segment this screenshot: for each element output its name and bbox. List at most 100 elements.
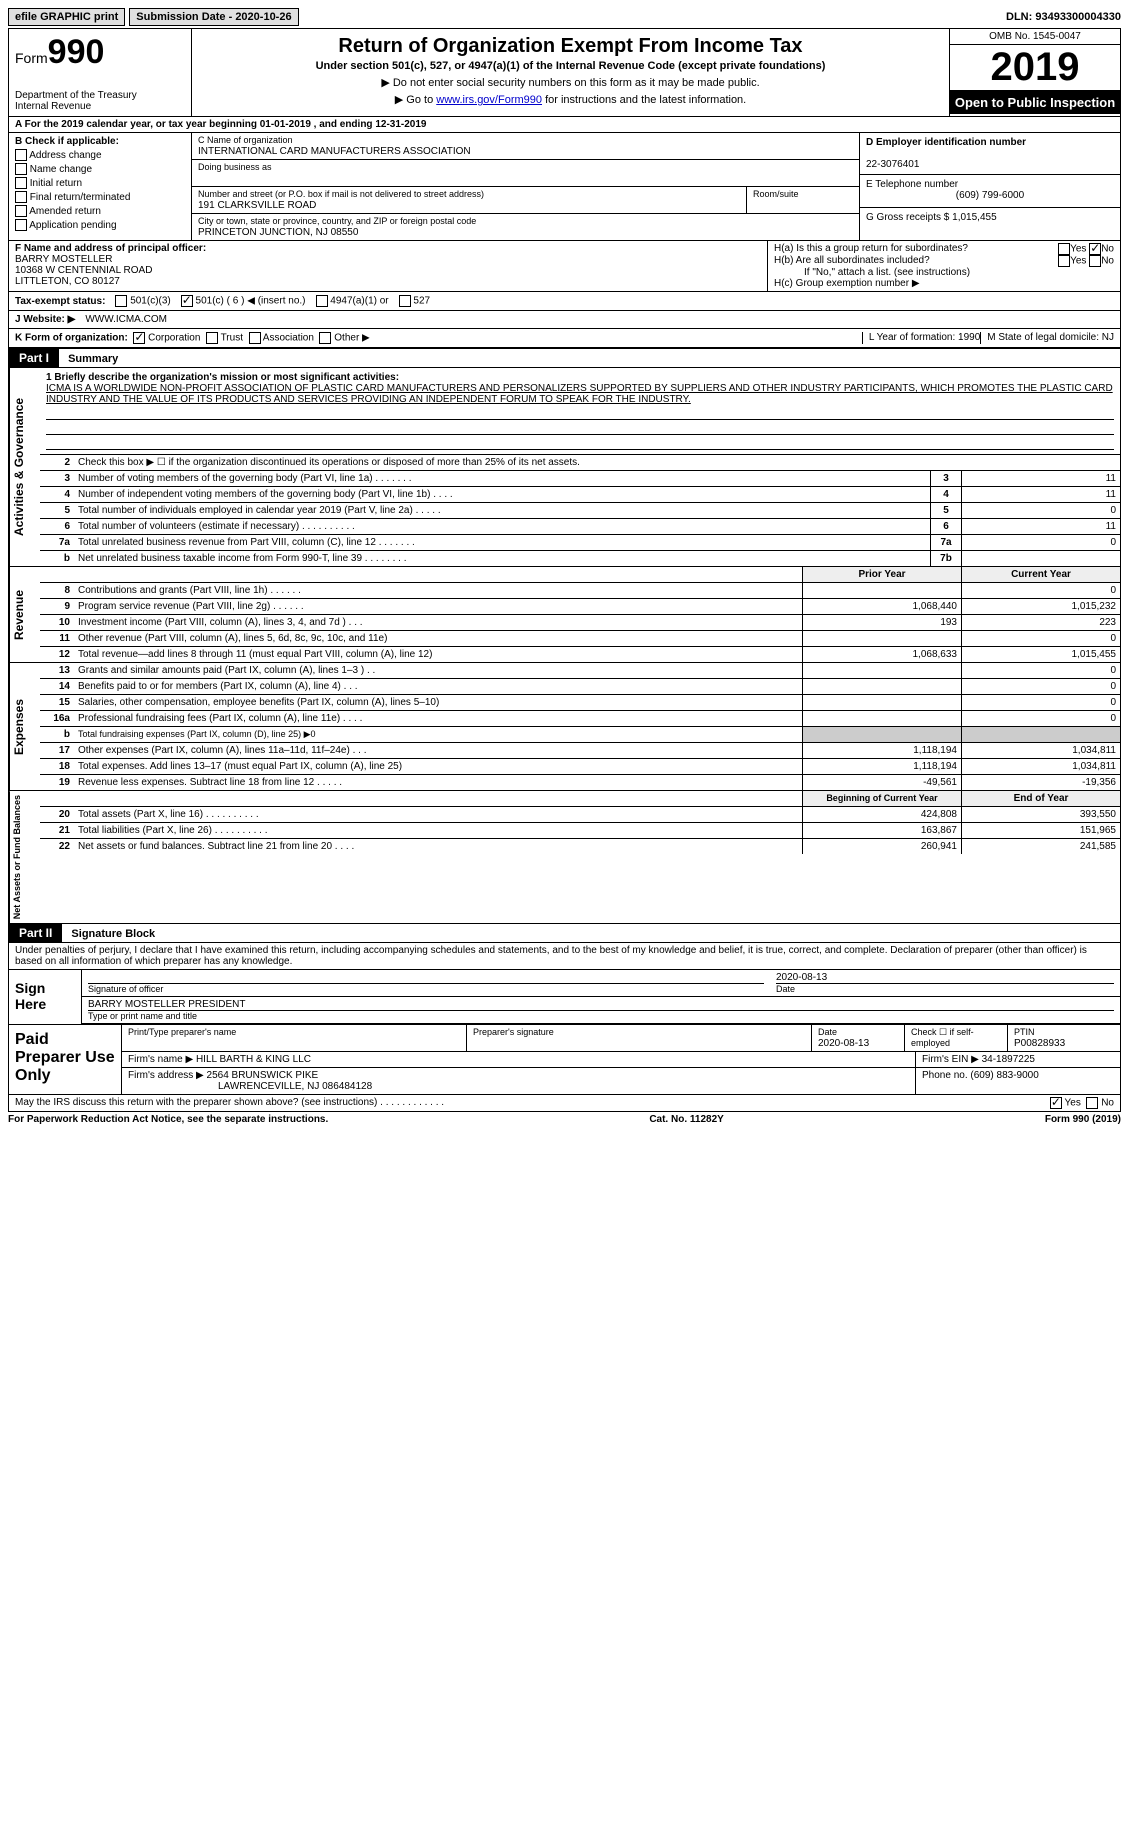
line-2: Check this box ▶ ☐ if the organization d… bbox=[74, 455, 1120, 470]
cb-address-label: Address change bbox=[29, 150, 101, 161]
cb-trust[interactable] bbox=[206, 332, 218, 344]
line-17-text: Other expenses (Part IX, column (A), lin… bbox=[74, 743, 802, 758]
line-4-val: 11 bbox=[961, 487, 1120, 502]
instr-2: ▶ Go to www.irs.gov/Form990 for instruct… bbox=[198, 93, 943, 106]
form-subtitle: Under section 501(c), 527, or 4947(a)(1)… bbox=[198, 60, 943, 72]
vtab-expenses: Expenses bbox=[9, 663, 40, 790]
line-18-cur: 1,034,811 bbox=[961, 759, 1120, 774]
instructions-link[interactable]: www.irs.gov/Form990 bbox=[436, 94, 542, 106]
paid-preparer-block: Paid Preparer Use Only Print/Type prepar… bbox=[9, 1024, 1120, 1094]
org-name: INTERNATIONAL CARD MANUFACTURERS ASSOCIA… bbox=[198, 146, 471, 157]
website-value: WWW.ICMA.COM bbox=[85, 314, 167, 325]
cb-other[interactable] bbox=[319, 332, 331, 344]
header-left: Form990 Department of the Treasury Inter… bbox=[9, 29, 192, 116]
cb-pending-label: Application pending bbox=[29, 220, 116, 231]
discuss-yes[interactable] bbox=[1050, 1097, 1062, 1109]
tax-year: 2019 bbox=[950, 45, 1120, 91]
ha-yes[interactable] bbox=[1058, 243, 1070, 255]
col-b: B Check if applicable: Address change Na… bbox=[9, 133, 192, 240]
form-container: Form990 Department of the Treasury Inter… bbox=[8, 28, 1121, 1112]
sig-officer-label: Signature of officer bbox=[88, 983, 764, 994]
officer-name-title: BARRY MOSTELLER PRESIDENT bbox=[88, 999, 1114, 1010]
footer-left: For Paperwork Reduction Act Notice, see … bbox=[8, 1114, 328, 1125]
col-current: Current Year bbox=[961, 567, 1120, 582]
line-11-cur: 0 bbox=[961, 631, 1120, 646]
line-16b-text: Total fundraising expenses (Part IX, col… bbox=[74, 727, 802, 742]
line-21-text: Total liabilities (Part X, line 26) . . … bbox=[74, 823, 802, 838]
open-inspection: Open to Public Inspection bbox=[950, 91, 1120, 114]
form-title: Return of Organization Exempt From Incom… bbox=[198, 35, 943, 58]
cb-4947[interactable] bbox=[316, 295, 328, 307]
part1-tag: Part I bbox=[9, 349, 59, 367]
line-19-cur: -19,356 bbox=[961, 775, 1120, 790]
line-11-text: Other revenue (Part VIII, column (A), li… bbox=[74, 631, 802, 646]
page-footer: For Paperwork Reduction Act Notice, see … bbox=[8, 1112, 1121, 1127]
line-18-prior: 1,118,194 bbox=[802, 759, 961, 774]
cb-final[interactable] bbox=[15, 191, 27, 203]
line-15-text: Salaries, other compensation, employee b… bbox=[74, 695, 802, 710]
sign-here-block: Sign Here Signature of officer 2020-08-1… bbox=[9, 970, 1120, 1024]
instr2-post: for instructions and the latest informat… bbox=[542, 94, 746, 106]
officer-addr1: 10368 W CENTENNIAL ROAD bbox=[15, 265, 152, 276]
line-3-val: 11 bbox=[961, 471, 1120, 486]
ein-value: 22-3076401 bbox=[866, 159, 919, 170]
discuss-no[interactable] bbox=[1086, 1097, 1098, 1109]
row-klm: K Form of organization: Corporation Trus… bbox=[9, 329, 1120, 348]
paid-preparer-label: Paid Preparer Use Only bbox=[9, 1025, 122, 1094]
ha-label: H(a) Is this a group return for subordin… bbox=[774, 243, 968, 255]
line-8-prior bbox=[802, 583, 961, 598]
line-16a-cur: 0 bbox=[961, 711, 1120, 726]
vtab-revenue: Revenue bbox=[9, 567, 40, 662]
ein-label: D Employer identification number bbox=[866, 137, 1026, 148]
line-22-beg: 260,941 bbox=[802, 839, 961, 854]
top-bar: efile GRAPHIC print Submission Date - 20… bbox=[8, 8, 1121, 26]
submission-button[interactable]: Submission Date - 2020-10-26 bbox=[129, 8, 298, 26]
officer-label: F Name and address of principal officer: bbox=[15, 243, 206, 254]
footer-right: Form 990 (2019) bbox=[1045, 1114, 1121, 1125]
ha-no[interactable] bbox=[1089, 243, 1101, 255]
line-7b-text: Net unrelated business taxable income fr… bbox=[74, 551, 930, 566]
part2-tag: Part II bbox=[9, 924, 62, 942]
firm-addr-label: Firm's address ▶ bbox=[128, 1070, 204, 1081]
sign-here-label: Sign Here bbox=[9, 970, 82, 1024]
col-d: D Employer identification number 22-30764… bbox=[859, 133, 1120, 240]
line-7a-text: Total unrelated business revenue from Pa… bbox=[74, 535, 930, 550]
date-label: Date bbox=[776, 983, 1114, 994]
line-16b-cur bbox=[961, 727, 1120, 742]
line-7a-val: 0 bbox=[961, 535, 1120, 550]
part2-header: Part II Signature Block bbox=[9, 923, 1120, 943]
cb-pending[interactable] bbox=[15, 219, 27, 231]
efile-button[interactable]: efile GRAPHIC print bbox=[8, 8, 125, 26]
part1-header: Part I Summary bbox=[9, 348, 1120, 368]
line-20-beg: 424,808 bbox=[802, 807, 961, 822]
cb-501c[interactable] bbox=[181, 295, 193, 307]
tax-status-row: Tax-exempt status: 501(c)(3) 501(c) ( 6 … bbox=[9, 292, 1120, 311]
col-beginning: Beginning of Current Year bbox=[802, 791, 961, 806]
prep-date: 2020-08-13 bbox=[818, 1038, 869, 1049]
governance-section: Activities & Governance 1 Briefly descri… bbox=[9, 368, 1120, 566]
cb-assoc[interactable] bbox=[249, 332, 261, 344]
firm-name-label: Firm's name ▶ bbox=[128, 1054, 193, 1065]
line-19-prior: -49,561 bbox=[802, 775, 961, 790]
hb-yes[interactable] bbox=[1058, 255, 1070, 267]
cb-address[interactable] bbox=[15, 149, 27, 161]
line-16b-prior bbox=[802, 727, 961, 742]
street-address: 191 CLARKSVILLE ROAD bbox=[198, 200, 316, 211]
line-17-cur: 1,034,811 bbox=[961, 743, 1120, 758]
line-14-prior bbox=[802, 679, 961, 694]
cb-name[interactable] bbox=[15, 163, 27, 175]
line-13-cur: 0 bbox=[961, 663, 1120, 678]
cb-amended[interactable] bbox=[15, 205, 27, 217]
website-row: J Website: ▶ WWW.ICMA.COM bbox=[9, 311, 1120, 329]
omb-number: OMB No. 1545-0047 bbox=[950, 29, 1120, 45]
cb-501c3[interactable] bbox=[115, 295, 127, 307]
revenue-section: Revenue Prior YearCurrent Year 8Contribu… bbox=[9, 566, 1120, 662]
line-4-text: Number of independent voting members of … bbox=[74, 487, 930, 502]
cb-corp[interactable] bbox=[133, 332, 145, 344]
line-17-prior: 1,118,194 bbox=[802, 743, 961, 758]
cb-527[interactable] bbox=[399, 295, 411, 307]
cb-initial[interactable] bbox=[15, 177, 27, 189]
tel-value: (609) 799-6000 bbox=[866, 190, 1114, 201]
hb-no[interactable] bbox=[1089, 255, 1101, 267]
ptin-value: P00828933 bbox=[1014, 1038, 1065, 1049]
